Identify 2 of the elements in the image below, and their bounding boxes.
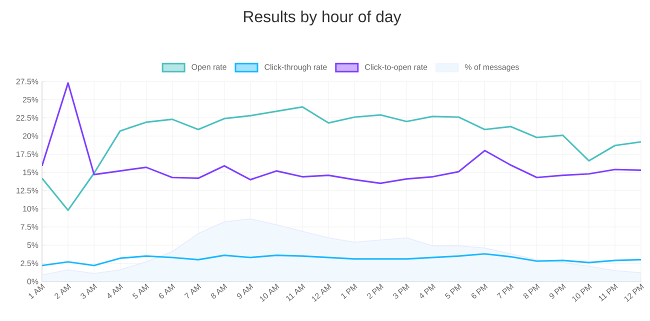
line-series xyxy=(42,82,642,184)
chart-title: Results by hour of day xyxy=(244,10,402,26)
